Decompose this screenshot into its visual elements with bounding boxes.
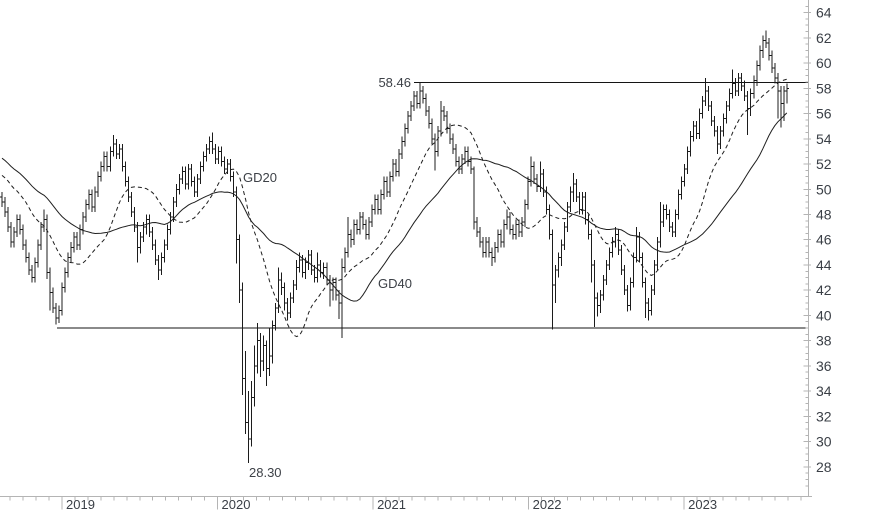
ohlc-bars-path xyxy=(0,30,789,463)
y-axis-label: 48 xyxy=(816,206,832,222)
y-axis-label: 36 xyxy=(816,358,832,374)
y-axis-label: 64 xyxy=(816,5,832,21)
low-value-label: 28.30 xyxy=(249,465,282,480)
y-axis-label: 44 xyxy=(816,257,832,273)
year-label: 2023 xyxy=(688,497,717,512)
y-axis xyxy=(803,0,811,497)
y-axis-label: 34 xyxy=(816,383,832,399)
y-axis-label: 32 xyxy=(816,408,832,424)
resistance-value-label: 58.46 xyxy=(378,75,411,90)
y-axis-label: 54 xyxy=(816,131,832,147)
gd20-line xyxy=(1,78,787,338)
year-label: 2021 xyxy=(377,497,406,512)
y-axis-label: 56 xyxy=(816,106,832,122)
year-label: 2022 xyxy=(533,497,562,512)
year-label: 2020 xyxy=(222,497,251,512)
gd20-label: GD20 xyxy=(243,170,277,185)
price-bars xyxy=(0,30,789,463)
y-axis-label: 46 xyxy=(816,232,832,248)
y-axis-label: 62 xyxy=(816,30,832,46)
y-axis-label: 52 xyxy=(816,156,832,172)
x-axis xyxy=(0,496,812,510)
y-axis-label: 60 xyxy=(816,55,832,71)
y-axis-label: 38 xyxy=(816,333,832,349)
y-axis-label: 30 xyxy=(816,434,832,450)
y-axis-label: 28 xyxy=(816,459,832,475)
moving-average-lines xyxy=(1,78,788,338)
y-axis-label: 42 xyxy=(816,282,832,298)
y-axis-label: 50 xyxy=(816,181,832,197)
gd40-label: GD40 xyxy=(378,276,412,291)
axes: 64 62 60 58 56 54 52 50 48 46 44 42 40 38 36 34 32 30 28 20… xyxy=(0,0,832,512)
year-label: 2019 xyxy=(66,497,95,512)
y-axis-label: 40 xyxy=(816,307,832,323)
horizontal-levels xyxy=(57,82,809,329)
gd40-line xyxy=(1,112,788,302)
y-axis-label: 58 xyxy=(816,80,832,96)
